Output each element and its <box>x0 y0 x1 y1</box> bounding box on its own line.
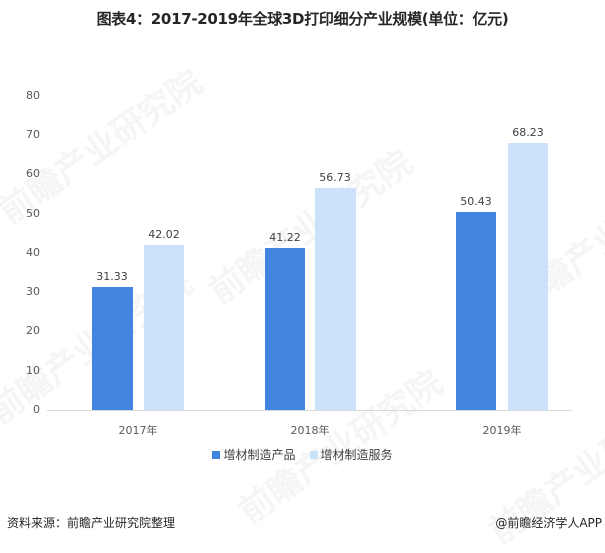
value-label: 31.33 <box>96 270 128 283</box>
legend: 增材制造产品 增材制造服务 <box>0 446 605 463</box>
value-label: 50.43 <box>460 195 492 208</box>
y-tick-label: 20 <box>26 324 40 337</box>
bar-product-2019[interactable] <box>456 212 496 410</box>
y-tick-label: 40 <box>26 246 40 259</box>
bar-service-2019[interactable] <box>508 143 548 410</box>
brand-credit: @前瞻经济学人APP <box>495 516 602 530</box>
x-tick-label: 2018年 <box>290 424 330 437</box>
legend-item-product[interactable]: 增材制造产品 <box>212 446 296 463</box>
x-tick-label: 2019年 <box>482 424 522 437</box>
source-note: 资料来源：前瞻产业研究院整理 <box>7 516 176 530</box>
y-tick-label: 60 <box>26 167 40 180</box>
bar-service-2018[interactable] <box>315 188 356 410</box>
watermark: 前瞻产业研究院 <box>202 142 420 313</box>
value-label: 41.22 <box>269 231 301 244</box>
y-tick-label: 50 <box>26 207 40 220</box>
legend-label: 增材制造产品 <box>223 448 296 462</box>
bar-product-2018[interactable] <box>265 248 305 410</box>
value-label: 42.02 <box>148 228 180 241</box>
legend-swatch-icon <box>309 450 318 459</box>
y-tick-label: 30 <box>26 285 40 298</box>
legend-item-service[interactable]: 增材制造服务 <box>309 446 393 463</box>
y-tick-label: 80 <box>26 89 40 102</box>
chart-title: 图表4：2017-2019年全球3D打印细分产业规模(单位：亿元) <box>96 10 509 28</box>
x-axis-line <box>47 410 572 411</box>
value-label: 68.23 <box>512 126 544 139</box>
bar-service-2017[interactable] <box>144 245 184 410</box>
y-tick-label: 70 <box>26 128 40 141</box>
legend-label: 增材制造服务 <box>320 448 393 462</box>
x-tick-label: 2017年 <box>118 424 158 437</box>
bar-product-2017[interactable] <box>92 287 133 410</box>
y-tick-label: 10 <box>26 364 40 377</box>
y-tick-label: 0 <box>33 403 40 416</box>
value-label: 56.73 <box>319 171 351 184</box>
legend-swatch-icon <box>212 450 221 459</box>
